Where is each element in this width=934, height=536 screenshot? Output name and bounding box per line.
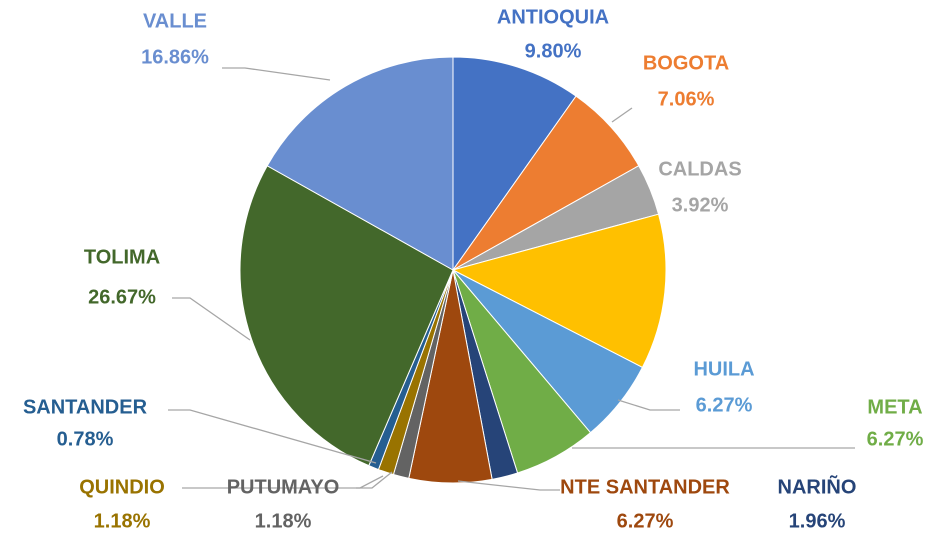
- category-label: ANTIOQUIA: [497, 6, 609, 28]
- value-label: 1.18%: [255, 510, 312, 532]
- value-label: 0.78%: [57, 428, 114, 450]
- leader-line: [222, 67, 331, 81]
- category-label: SANTANDER: [23, 396, 148, 418]
- value-label: 6.27%: [867, 428, 924, 450]
- category-label: PUTUMAYO: [227, 476, 340, 498]
- category-label: NARIÑO: [778, 475, 857, 498]
- category-label: META: [867, 396, 922, 418]
- value-label: 3.92%: [672, 194, 729, 216]
- slice: [451, 213, 667, 369]
- value-label: 6.27%: [617, 510, 674, 532]
- value-label: 1.18%: [94, 510, 151, 532]
- value-label: 26.67%: [88, 286, 156, 308]
- leader-line: [182, 475, 384, 489]
- slice: [266, 56, 454, 271]
- pie: [239, 56, 667, 484]
- value-label: 1.96%: [789, 510, 846, 532]
- category-label: QUINDIO: [79, 476, 165, 498]
- slice: [239, 165, 454, 467]
- leader-lines: [168, 67, 855, 491]
- category-label: BOGOTA: [643, 52, 729, 74]
- slice: [452, 56, 577, 272]
- category-label: NTE SANTANDER: [560, 476, 730, 498]
- leader-line: [617, 399, 680, 411]
- category-label: CALDAS: [658, 158, 741, 180]
- value-label: 9.80%: [525, 40, 582, 62]
- category-label: HUILA: [693, 358, 754, 380]
- leader-line: [168, 409, 377, 464]
- category-label: TOLIMA: [84, 246, 160, 268]
- value-label: 7.06%: [658, 88, 715, 110]
- category-label: VALLE: [143, 10, 207, 32]
- leader-line: [457, 480, 560, 491]
- leader-line: [172, 297, 251, 341]
- value-label: 6.27%: [696, 394, 753, 416]
- data-labels: ANTIOQUIA 9.80% BOGOTA 7.06% CALDAS 3.92% HUIL…: [23, 6, 924, 532]
- leader-line: [611, 107, 633, 123]
- value-label: 16.86%: [141, 46, 209, 68]
